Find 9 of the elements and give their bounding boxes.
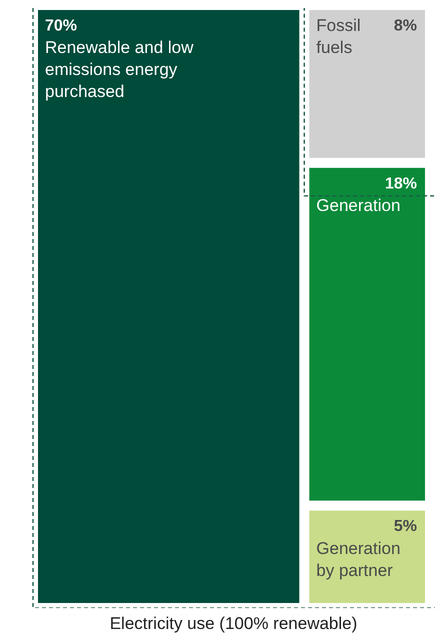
category-label: Renewable and low emissions energy purchased [45,38,194,102]
data-label: 18% [384,175,417,192]
category-label: Generation by partner [316,538,400,580]
data-label: 70% [45,17,78,34]
text: Electricity use (100% renewable) [108,614,358,634]
data-label: 8% [394,17,417,34]
category-label: Generation [316,196,400,216]
data-label: 5% [394,518,417,535]
category-label: Fossil fuels [316,16,361,58]
